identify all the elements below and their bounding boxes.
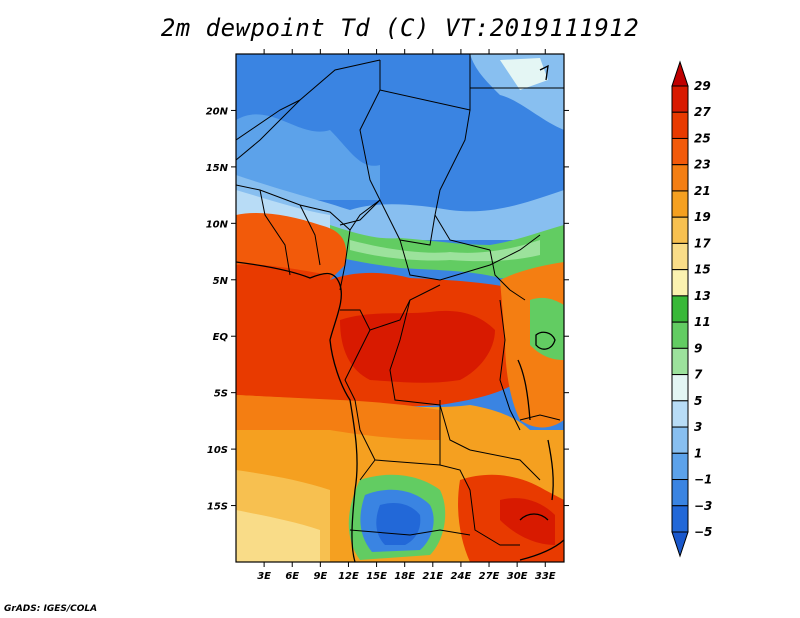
colorbar-segment bbox=[671, 374, 689, 402]
colorbar-label: 7 bbox=[694, 368, 703, 382]
latitude-axis: 20N 15N 10N 5N EQ 5S 10S 15S bbox=[206, 106, 569, 513]
colorbar-top-arrow bbox=[671, 60, 689, 87]
lon-tick-label: 6E bbox=[285, 571, 299, 582]
lat-tick-label: 10N bbox=[206, 219, 229, 230]
nile-delta bbox=[539, 64, 549, 81]
lat-tick-label: 15N bbox=[206, 163, 229, 174]
colorbar-label: −1 bbox=[694, 473, 712, 487]
colorbar-segment bbox=[671, 111, 689, 139]
region-east-highlands bbox=[530, 297, 564, 360]
colorbar-label: 23 bbox=[694, 158, 711, 172]
colorbar-label: 3 bbox=[694, 420, 702, 434]
colorbar-segment bbox=[671, 400, 689, 428]
lat-tick-label: 20N bbox=[206, 106, 229, 117]
lon-tick-label: 18E bbox=[394, 571, 415, 582]
lon-tick-label: 30E bbox=[507, 571, 528, 582]
lat-tick-label: EQ bbox=[213, 332, 229, 343]
region-green-pale bbox=[350, 240, 540, 262]
colorbar-label: 1 bbox=[694, 446, 702, 460]
colorbar-segment bbox=[671, 216, 689, 244]
lon-tick-label: 24E bbox=[451, 571, 472, 582]
coast-mozambique bbox=[519, 539, 564, 561]
colorbar-segment bbox=[671, 190, 689, 218]
lake-tanganyika bbox=[517, 359, 531, 421]
region-angola-north bbox=[236, 395, 440, 440]
colorbar-label: 19 bbox=[694, 210, 711, 224]
colorbar-segment bbox=[671, 137, 689, 166]
lake-malawi bbox=[547, 439, 554, 501]
colorbar-label: 29 bbox=[694, 79, 711, 93]
lon-tick-label: 15E bbox=[366, 571, 387, 582]
colorbar-segment bbox=[671, 505, 689, 533]
lon-tick-label: 3E bbox=[257, 571, 271, 582]
colorbar-label: 9 bbox=[694, 341, 702, 355]
colorbar-label: 27 bbox=[694, 105, 711, 119]
colorbar-segment bbox=[671, 347, 689, 376]
colorbar-label: 5 bbox=[694, 394, 702, 408]
colorbar-segment bbox=[671, 426, 689, 454]
longitude-axis: 3E 6E 9E 12E 15E 18E 21E 24E 27E 30E 33E bbox=[257, 49, 556, 582]
colorbar-segment bbox=[671, 295, 689, 323]
colorbar-segment bbox=[671, 321, 689, 349]
colorbar-label: −3 bbox=[694, 499, 712, 513]
lake-kariba bbox=[519, 513, 549, 521]
region-mozambique-core bbox=[500, 498, 555, 545]
colorbar-segment bbox=[671, 452, 689, 481]
map-field bbox=[236, 54, 564, 562]
grads-credit: GrADS: IGES/COLA bbox=[4, 604, 98, 614]
colorbar: 29 27 25 23 21 19 17 15 13 11 9 7 5 3 1 −1 −3 −5 bbox=[671, 60, 712, 558]
region-congo-core bbox=[340, 310, 495, 383]
lat-tick-label: 5N bbox=[213, 276, 229, 287]
region-sahara-light bbox=[236, 114, 380, 200]
coast-west-africa bbox=[236, 261, 358, 562]
colorbar-label: 17 bbox=[694, 236, 711, 250]
colorbar-segment bbox=[671, 242, 689, 271]
colorbar-label: 25 bbox=[694, 131, 711, 145]
region-egypt-pale bbox=[500, 58, 548, 90]
colorbar-segment bbox=[671, 479, 689, 507]
map-frame bbox=[235, 53, 565, 563]
region-west-africa bbox=[236, 213, 347, 280]
coastlines bbox=[236, 64, 564, 562]
colorbar-label: 21 bbox=[694, 184, 711, 198]
map-title: 2m dewpoint Td (C) VT:2019111912 bbox=[160, 14, 640, 42]
lon-tick-label: 27E bbox=[479, 571, 500, 582]
lon-tick-label: 9E bbox=[313, 571, 327, 582]
region-namibia-pale bbox=[236, 510, 320, 562]
lon-tick-label: 33E bbox=[535, 571, 556, 582]
lat-tick-label: 5S bbox=[214, 389, 228, 400]
colorbar-segment bbox=[671, 85, 689, 113]
country-boundaries bbox=[236, 54, 564, 546]
colorbar-bottom-arrow bbox=[671, 531, 689, 558]
lat-tick-label: 10S bbox=[207, 445, 228, 456]
lon-tick-label: 12E bbox=[338, 571, 359, 582]
colorbar-label: 11 bbox=[694, 315, 711, 329]
colorbar-label: 15 bbox=[694, 263, 711, 277]
colorbar-label: 13 bbox=[694, 289, 711, 303]
colorbar-segment bbox=[671, 269, 689, 297]
lake-victoria bbox=[535, 331, 556, 350]
colorbar-label: −5 bbox=[694, 525, 712, 539]
colorbar-segment bbox=[671, 164, 689, 192]
lat-tick-label: 15S bbox=[207, 502, 228, 513]
lon-tick-label: 21E bbox=[422, 571, 443, 582]
